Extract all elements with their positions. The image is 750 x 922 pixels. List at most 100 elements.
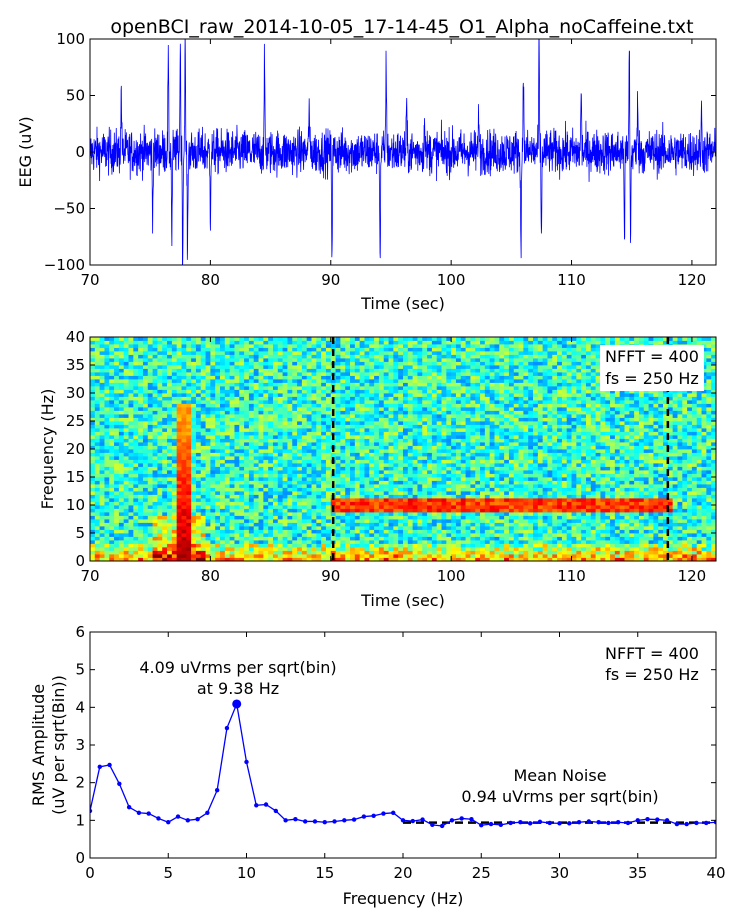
spectrum-point <box>146 811 151 816</box>
spectrum-y-ticks: 0 1 2 3 4 5 6 <box>75 623 716 867</box>
spectrum-point <box>508 820 513 826</box>
spectrum-point <box>557 821 562 826</box>
y-tick-label: 0 <box>75 143 85 161</box>
spectrum-point <box>567 821 572 826</box>
spectrum-point <box>704 820 709 826</box>
y-tick-label: 1 <box>75 811 85 829</box>
x-tick-label: 25 <box>472 864 491 882</box>
spectrum-x-axis-label: Frequency (Hz) <box>343 889 464 908</box>
eeg-signal-line <box>90 39 716 265</box>
y-tick-label: 10 <box>66 496 85 514</box>
x-tick-label: 100 <box>437 271 466 289</box>
peak-annotation-line1: 4.09 uVrms per sqrt(bin) <box>139 658 336 677</box>
spectrum-point <box>322 820 327 825</box>
y-tick-label: 0 <box>75 849 85 867</box>
spectrum-point <box>439 823 445 829</box>
spectrum-point <box>342 818 347 823</box>
x-tick-label: 20 <box>393 864 412 882</box>
x-tick-label: 110 <box>557 567 586 585</box>
spectrum-point <box>214 788 220 793</box>
peak-annotation-line2: at 9.38 Hz <box>197 679 279 698</box>
eeg-trace <box>90 39 716 265</box>
spectrum-point <box>498 822 504 828</box>
spectrum-point <box>596 820 601 825</box>
x-tick-label: 120 <box>678 567 707 585</box>
x-tick-label: 35 <box>628 864 647 882</box>
x-tick-label: 5 <box>163 864 173 882</box>
spectrum-point <box>90 808 93 814</box>
spectrum-point <box>117 781 122 786</box>
spectrum-point <box>430 822 435 828</box>
y-tick-label: 3 <box>75 736 85 754</box>
spectrogram-nfft-label: NFFT = 400 <box>605 347 699 366</box>
spectrogram-y-axis-label: Frequency (Hz) <box>38 389 57 510</box>
y-tick-label: 5 <box>75 524 85 542</box>
spectrogram-fs-label: fs = 250 Hz <box>605 369 699 388</box>
peak-marker <box>232 699 242 709</box>
spectrum-point <box>449 818 455 823</box>
spectrum-point <box>254 803 259 808</box>
y-tick-label: 4 <box>75 698 85 716</box>
x-tick-label: 70 <box>80 567 99 585</box>
x-tick-label: 80 <box>201 271 220 289</box>
spectrum-point <box>195 817 200 822</box>
y-tick-label: 6 <box>75 623 85 641</box>
spectrum-point <box>674 821 680 827</box>
eeg-x-axis-label: Time (sec) <box>360 294 445 313</box>
y-tick-label: 100 <box>56 30 85 48</box>
spectrum-point <box>205 810 210 815</box>
spectrum-point <box>586 819 592 824</box>
spectrum-point <box>312 819 318 824</box>
spectrum-point <box>381 811 386 816</box>
spectrum-point <box>694 820 699 826</box>
eeg-y-axis-label: EEG (uV) <box>16 116 35 187</box>
spectrum-point <box>645 817 650 822</box>
y-tick-label: 0 <box>75 552 85 570</box>
spectrum-point <box>351 817 357 822</box>
spectrum-point <box>293 817 298 822</box>
y-tick-label: −100 <box>44 256 85 274</box>
x-tick-label: 110 <box>557 271 586 289</box>
x-tick-label: 40 <box>706 864 725 882</box>
spectrum-point <box>166 820 171 825</box>
spectrum-point <box>537 819 543 825</box>
spectrum-point <box>97 764 102 770</box>
spectrum-nfft-label: NFFT = 400 <box>605 644 699 663</box>
spectrogram-x-axis-label: Time (sec) <box>360 591 445 610</box>
spectrum-point <box>518 820 523 825</box>
spectrum-x-ticks: 0 5 10 15 20 25 30 35 40 <box>85 632 726 882</box>
x-tick-label: 90 <box>321 567 340 585</box>
y-tick-label: 30 <box>66 384 85 402</box>
spectrum-point <box>420 817 425 822</box>
spectrum-point <box>107 762 112 768</box>
spectrogram-y-ticks: 0 5 10 15 20 25 30 35 40 <box>66 328 716 570</box>
spectrum-point <box>655 817 660 822</box>
spectrum-point <box>126 804 132 810</box>
spectrum-point <box>547 820 552 826</box>
spectrogram-annotation-box <box>600 345 704 391</box>
x-tick-label: 15 <box>315 864 334 882</box>
spectrum-point <box>713 820 716 825</box>
y-tick-label: 5 <box>75 661 85 679</box>
spectrum-point <box>263 802 269 807</box>
spectrum-plot <box>90 699 716 829</box>
spectrum-point <box>371 813 376 819</box>
spectrum-point <box>332 819 337 824</box>
spectrum-point <box>185 818 191 823</box>
x-tick-label: 90 <box>321 271 340 289</box>
spectrum-point <box>224 725 230 731</box>
spectrum-point <box>664 818 670 823</box>
spectrum-point <box>527 821 533 826</box>
y-tick-label: 35 <box>66 356 85 374</box>
x-tick-label: 120 <box>678 271 707 289</box>
spectrum-point <box>410 818 415 824</box>
y-tick-label: −50 <box>53 200 85 218</box>
spectrum-point <box>479 823 484 828</box>
x-tick-label: 70 <box>80 271 99 289</box>
x-tick-label: 0 <box>85 864 95 882</box>
x-tick-label: 10 <box>237 864 256 882</box>
spectrum-point <box>469 817 474 822</box>
spectrum-point <box>459 816 464 821</box>
y-tick-label: 2 <box>75 774 85 792</box>
